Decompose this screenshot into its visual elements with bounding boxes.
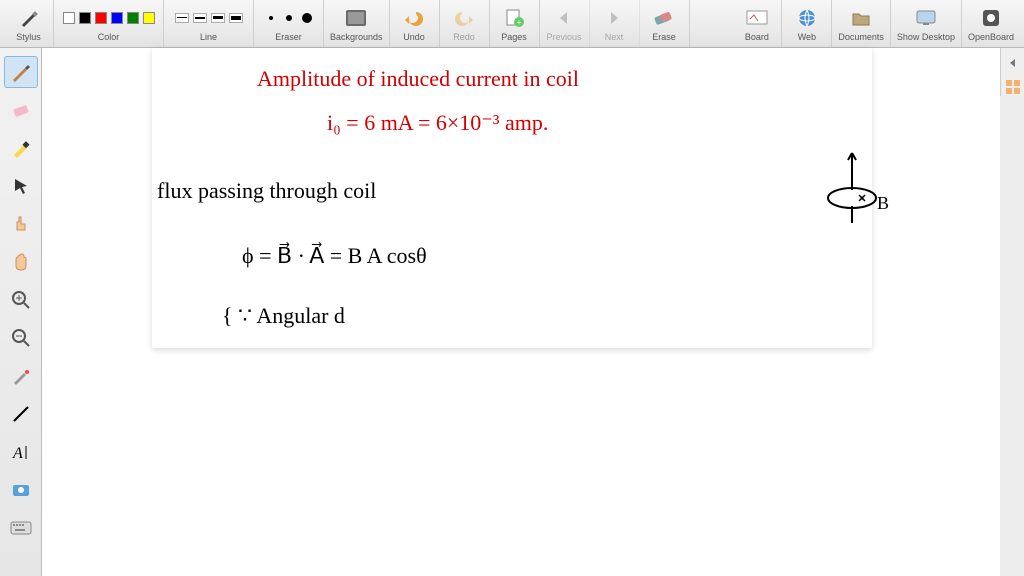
undo-label: Undo — [403, 32, 425, 42]
laser-tool[interactable] — [4, 360, 38, 392]
erase-icon — [652, 6, 676, 30]
hand-line-3: flux passing through coil — [157, 178, 376, 204]
previous-group[interactable]: Previous — [540, 0, 590, 47]
selector-tool[interactable] — [4, 170, 38, 202]
line-med1[interactable] — [193, 13, 207, 23]
hand-point-tool[interactable] — [4, 208, 38, 240]
stylus-icon[interactable] — [17, 6, 41, 30]
coil-diagram — [822, 148, 892, 228]
eraser-label: Eraser — [275, 32, 302, 42]
left-tool-sidebar: A — [0, 48, 42, 576]
svg-text:+: + — [517, 18, 522, 27]
documents-label: Documents — [838, 32, 884, 42]
previous-icon — [552, 6, 576, 30]
line-thick[interactable] — [229, 13, 243, 23]
backgrounds-icon — [344, 6, 368, 30]
hand-line-1: Amplitude of induced current in coil — [257, 66, 579, 92]
web-label: Web — [798, 32, 816, 42]
previous-label: Previous — [547, 32, 582, 42]
right-sidebar — [1000, 48, 1024, 96]
zoom-out-tool[interactable] — [4, 322, 38, 354]
openboard-icon — [979, 6, 1003, 30]
board-group[interactable]: Board — [732, 0, 782, 47]
highlighter-tool[interactable] — [4, 132, 38, 164]
color-group: Color — [54, 0, 164, 47]
color-red[interactable] — [95, 12, 107, 24]
openboard-group[interactable]: OpenBoard — [962, 0, 1020, 47]
collapse-right-icon[interactable] — [1004, 54, 1022, 72]
backgrounds-label: Backgrounds — [330, 32, 383, 42]
line-med2[interactable] — [211, 13, 225, 23]
line-group: Line — [164, 0, 254, 47]
eraser-large[interactable] — [300, 11, 314, 25]
pages-icon: + — [502, 6, 526, 30]
redo-label: Redo — [453, 32, 475, 42]
pen-tool[interactable] — [4, 56, 38, 88]
erase-group[interactable]: Erase — [640, 0, 690, 47]
next-icon — [602, 6, 626, 30]
hand-line-4: ϕ = B⃗ · A⃗ = B A cosθ — [242, 243, 427, 269]
hand-line-2: i₀ = 6 mA = 6×10⁻³ amp. — [327, 110, 548, 136]
eraser-tool[interactable] — [4, 94, 38, 126]
line-tool[interactable] — [4, 398, 38, 430]
stylus-label: Stylus — [16, 32, 41, 42]
showdesktop-group[interactable]: Show Desktop — [891, 0, 962, 47]
top-toolbar: Stylus Color Line Eraser — [0, 0, 1024, 48]
openboard-label: OpenBoard — [968, 32, 1014, 42]
zoom-in-tool[interactable] — [4, 284, 38, 316]
text-tool[interactable]: A — [4, 436, 38, 468]
hand-grab-tool[interactable] — [4, 246, 38, 278]
web-group[interactable]: Web — [782, 0, 832, 47]
hand-line-5: { ∵ Angular d — [222, 303, 345, 329]
documents-icon — [849, 6, 873, 30]
eraser-small[interactable] — [264, 11, 278, 25]
eraser-med[interactable] — [282, 11, 296, 25]
capture-tool[interactable] — [4, 474, 38, 506]
web-icon — [795, 6, 819, 30]
redo-icon — [452, 6, 476, 30]
line-thin[interactable] — [175, 13, 189, 23]
next-group[interactable]: Next — [590, 0, 640, 47]
diagram-b-label: B — [877, 193, 889, 214]
library-icon[interactable] — [1004, 78, 1022, 96]
next-label: Next — [605, 32, 624, 42]
erase-label: Erase — [652, 32, 676, 42]
pages-label: Pages — [501, 32, 527, 42]
redo-group[interactable]: Redo — [440, 0, 490, 47]
toolbar-spacer — [690, 0, 733, 47]
showdesktop-label: Show Desktop — [897, 32, 955, 42]
color-label: Color — [98, 32, 120, 42]
color-blue[interactable] — [111, 12, 123, 24]
board-label: Board — [745, 32, 769, 42]
keyboard-tool[interactable] — [4, 512, 38, 544]
pages-group[interactable]: + Pages — [490, 0, 540, 47]
undo-group[interactable]: Undo — [390, 0, 440, 47]
eraser-group: Eraser — [254, 0, 324, 47]
color-yellow[interactable] — [143, 12, 155, 24]
line-label: Line — [200, 32, 217, 42]
color-white[interactable] — [63, 12, 75, 24]
backgrounds-group[interactable]: Backgrounds — [324, 0, 390, 47]
showdesktop-icon — [914, 6, 938, 30]
svg-text:A: A — [12, 445, 23, 462]
whiteboard-canvas[interactable]: Amplitude of induced current in coil i₀ … — [42, 48, 1000, 576]
stylus-group: Stylus — [4, 0, 54, 47]
documents-group[interactable]: Documents — [832, 0, 891, 47]
undo-icon — [402, 6, 426, 30]
color-black[interactable] — [79, 12, 91, 24]
board-icon — [745, 6, 769, 30]
color-green[interactable] — [127, 12, 139, 24]
color-swatches — [63, 6, 155, 30]
